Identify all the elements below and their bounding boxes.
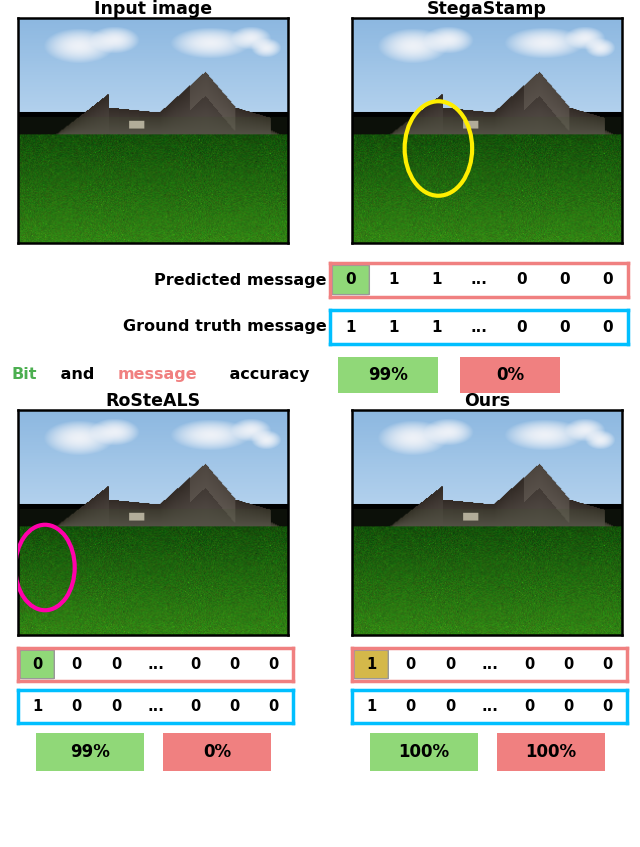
FancyBboxPatch shape [332,265,369,295]
Text: 0: 0 [516,319,527,335]
Text: 0: 0 [229,699,239,714]
Text: 100%: 100% [399,743,449,761]
Text: 0: 0 [346,273,356,287]
Text: 0: 0 [563,699,573,714]
Title: RoSteALS: RoSteALS [106,392,200,410]
Text: 0: 0 [602,273,612,287]
Text: 0: 0 [559,273,570,287]
Text: 0: 0 [559,319,570,335]
Title: Ours: Ours [464,392,510,410]
Text: 1: 1 [366,699,376,714]
Text: 0: 0 [445,657,455,672]
FancyBboxPatch shape [32,733,148,772]
Text: Ground truth message: Ground truth message [124,319,327,335]
Title: StegaStamp: StegaStamp [427,0,547,18]
FancyBboxPatch shape [20,650,54,678]
Text: and: and [55,367,100,381]
FancyBboxPatch shape [456,357,564,394]
Text: 99%: 99% [70,743,110,761]
Text: 0: 0 [190,657,200,672]
Text: 99%: 99% [368,366,408,384]
Text: Bit: Bit [12,367,37,381]
Text: 0: 0 [406,699,416,714]
Text: ...: ... [470,319,488,335]
Text: 0: 0 [229,657,239,672]
Text: ...: ... [481,657,498,672]
FancyBboxPatch shape [334,357,442,394]
Text: 0: 0 [603,699,613,714]
Text: 0%: 0% [496,366,524,384]
Text: 1: 1 [346,319,356,335]
Text: 0%: 0% [203,743,231,761]
Text: 1: 1 [431,273,442,287]
Text: 0: 0 [563,657,573,672]
Title: Input image: Input image [94,0,212,18]
Text: 0: 0 [111,699,121,714]
Text: 1: 1 [388,319,399,335]
Text: 0: 0 [603,657,613,672]
Text: 1: 1 [366,657,376,672]
Text: ...: ... [470,273,488,287]
Text: ...: ... [481,699,498,714]
Text: 0: 0 [32,657,42,672]
Text: 0: 0 [445,699,455,714]
FancyBboxPatch shape [365,733,483,772]
Text: 0: 0 [269,699,279,714]
Text: 0: 0 [269,657,279,672]
FancyBboxPatch shape [354,650,388,678]
Text: 0: 0 [516,273,527,287]
Text: 100%: 100% [525,743,577,761]
Text: 1: 1 [388,273,399,287]
FancyBboxPatch shape [493,733,609,772]
Text: 0: 0 [406,657,416,672]
Text: message: message [118,367,197,381]
Text: 0: 0 [72,699,82,714]
Text: 1: 1 [431,319,442,335]
Text: 0: 0 [602,319,612,335]
Text: ...: ... [147,657,164,672]
Text: Predicted message: Predicted message [154,273,327,287]
Text: ...: ... [147,699,164,714]
Text: 0: 0 [72,657,82,672]
Text: 0: 0 [524,699,534,714]
Text: 0: 0 [524,657,534,672]
Text: 0: 0 [111,657,121,672]
FancyBboxPatch shape [159,733,275,772]
Text: 1: 1 [32,699,42,714]
Text: 0: 0 [190,699,200,714]
Text: accuracy: accuracy [224,367,309,381]
